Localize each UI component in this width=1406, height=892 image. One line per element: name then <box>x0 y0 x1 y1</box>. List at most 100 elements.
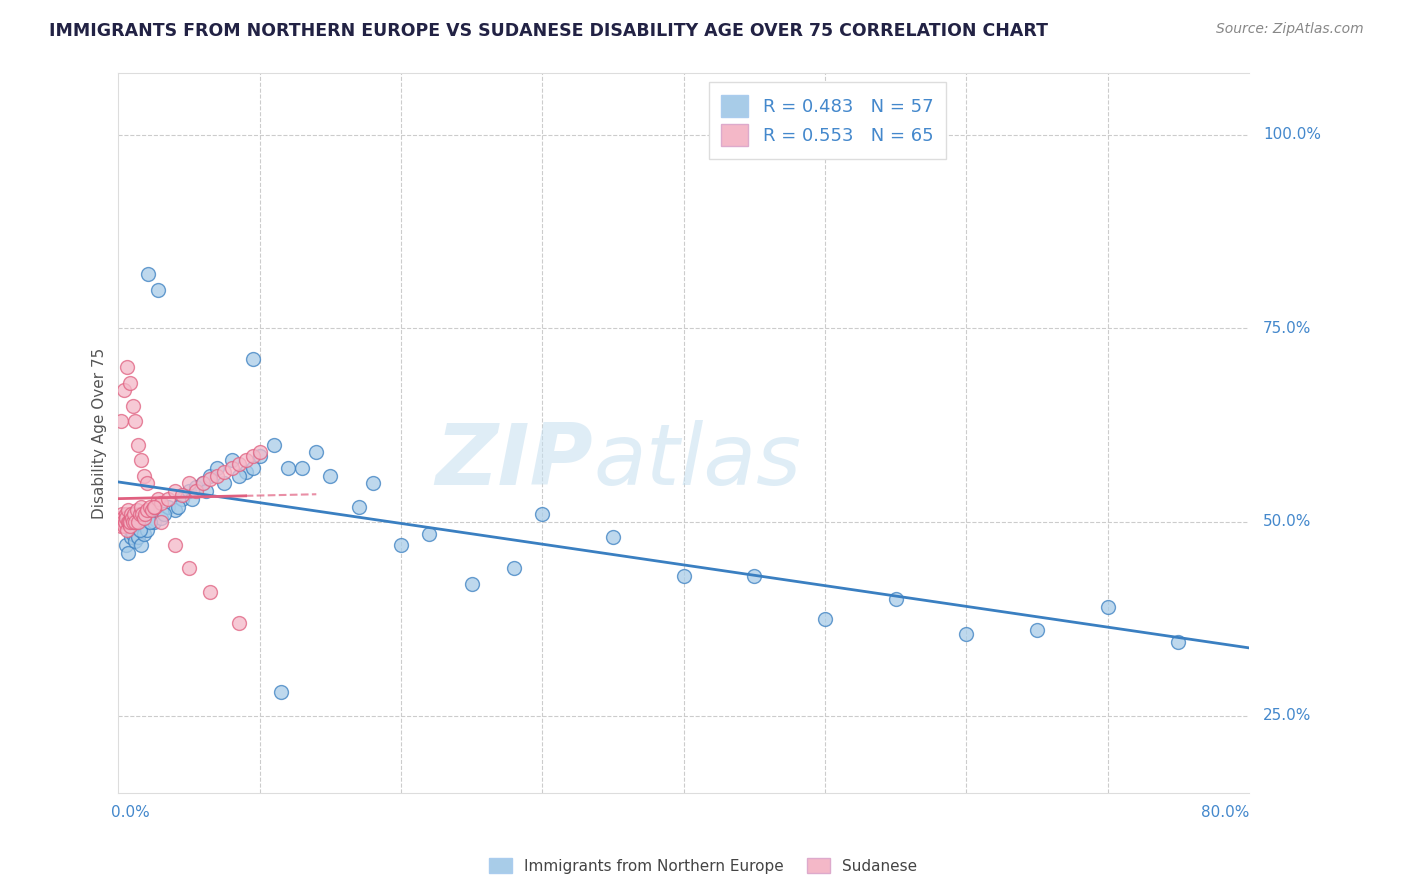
Text: IMMIGRANTS FROM NORTHERN EUROPE VS SUDANESE DISABILITY AGE OVER 75 CORRELATION C: IMMIGRANTS FROM NORTHERN EUROPE VS SUDAN… <box>49 22 1049 40</box>
Point <box>132 468 155 483</box>
Point <box>1167 635 1189 649</box>
Text: ZIP: ZIP <box>436 420 593 503</box>
Point <box>146 283 169 297</box>
Point <box>884 592 907 607</box>
Point <box>1026 624 1049 638</box>
Point <box>163 483 186 498</box>
Point <box>127 531 149 545</box>
Point <box>531 508 554 522</box>
Point <box>461 577 484 591</box>
Point <box>181 491 204 506</box>
Point <box>143 500 166 514</box>
Point <box>121 399 143 413</box>
Point <box>418 526 440 541</box>
Point <box>200 584 222 599</box>
Point <box>214 465 236 479</box>
Point <box>110 414 132 428</box>
Point <box>163 503 186 517</box>
Text: 0.0%: 0.0% <box>111 805 150 820</box>
Text: Source: ZipAtlas.com: Source: ZipAtlas.com <box>1216 22 1364 37</box>
Y-axis label: Disability Age Over 75: Disability Age Over 75 <box>93 347 107 518</box>
Point <box>114 515 136 529</box>
Point <box>195 483 218 498</box>
Point <box>121 515 143 529</box>
Point <box>142 515 165 529</box>
Point <box>127 515 149 529</box>
Point <box>163 538 186 552</box>
Legend: R = 0.483   N = 57, R = 0.553   N = 65: R = 0.483 N = 57, R = 0.553 N = 65 <box>709 82 946 159</box>
Point <box>128 508 150 522</box>
Point <box>389 538 412 552</box>
Point <box>110 515 132 529</box>
Point <box>149 515 172 529</box>
Point <box>136 267 159 281</box>
Point <box>149 495 172 509</box>
Point <box>193 476 215 491</box>
Point <box>134 508 156 522</box>
Point <box>122 508 145 522</box>
Point <box>207 468 229 483</box>
Point <box>135 523 157 537</box>
Point <box>132 526 155 541</box>
Point <box>242 352 264 367</box>
Point <box>111 515 134 529</box>
Point <box>152 508 174 522</box>
Point <box>814 612 837 626</box>
Point <box>135 503 157 517</box>
Text: 100.0%: 100.0% <box>1263 128 1322 143</box>
Point <box>235 465 257 479</box>
Point <box>118 515 141 529</box>
Point <box>242 460 264 475</box>
Point <box>138 515 160 529</box>
Point <box>263 437 285 451</box>
Point <box>156 491 179 506</box>
Point <box>127 437 149 451</box>
Point <box>142 500 165 514</box>
Point <box>249 445 271 459</box>
Point <box>108 515 131 529</box>
Point <box>214 476 236 491</box>
Point <box>221 460 243 475</box>
Point <box>149 511 172 525</box>
Point <box>115 523 138 537</box>
Point <box>955 627 977 641</box>
Point <box>361 476 384 491</box>
Text: 50.0%: 50.0% <box>1263 515 1312 530</box>
Point <box>112 384 135 398</box>
Point <box>186 483 208 498</box>
Point <box>114 508 136 522</box>
Point <box>129 538 152 552</box>
Text: 80.0%: 80.0% <box>1201 805 1249 820</box>
Point <box>228 468 250 483</box>
Point <box>200 468 222 483</box>
Point <box>112 515 135 529</box>
Point <box>221 453 243 467</box>
Point <box>170 488 193 502</box>
Point <box>135 476 157 491</box>
Point <box>249 449 271 463</box>
Point <box>129 500 152 514</box>
Point <box>120 508 142 522</box>
Point <box>121 511 143 525</box>
Point <box>305 445 328 459</box>
Point <box>124 414 146 428</box>
Point <box>177 483 200 498</box>
Point <box>228 615 250 630</box>
Point <box>111 511 134 525</box>
Point <box>291 460 314 475</box>
Point <box>235 453 257 467</box>
Point <box>125 503 148 517</box>
Point <box>114 538 136 552</box>
Point <box>672 569 695 583</box>
Point <box>228 457 250 471</box>
Point <box>121 526 143 541</box>
Point <box>118 376 141 390</box>
Point <box>200 472 222 486</box>
Point <box>1097 600 1119 615</box>
Point <box>319 468 342 483</box>
Point <box>270 685 292 699</box>
Point <box>118 519 141 533</box>
Point <box>166 500 188 514</box>
Point <box>177 476 200 491</box>
Point <box>277 460 299 475</box>
